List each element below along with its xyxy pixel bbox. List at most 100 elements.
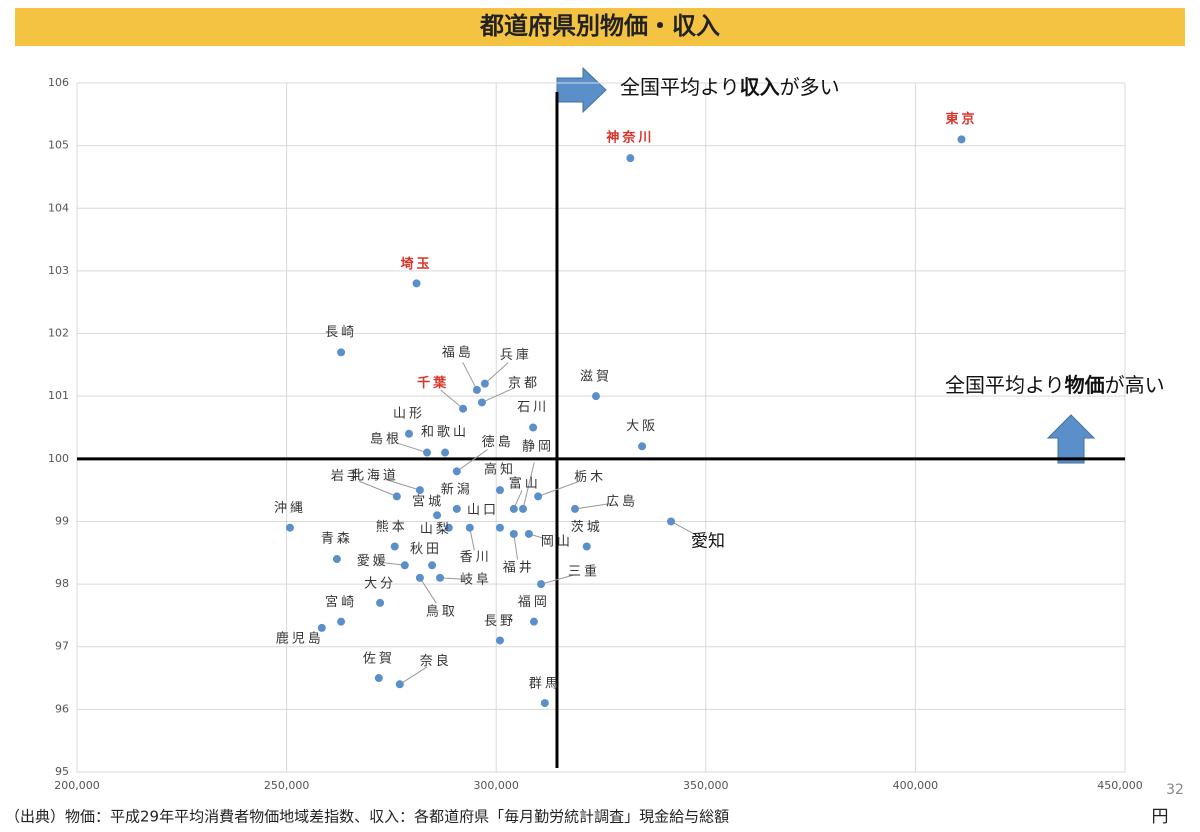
point bbox=[534, 492, 543, 501]
page-number: 32 bbox=[1166, 782, 1184, 798]
point-label: 佐賀 bbox=[363, 652, 395, 667]
point bbox=[477, 398, 486, 407]
point bbox=[495, 636, 504, 645]
x-tick-label: 300,000 bbox=[473, 779, 519, 792]
y-tick-label: 97 bbox=[55, 640, 69, 653]
annotation-part: が高い bbox=[1105, 373, 1165, 397]
y-tick-label: 95 bbox=[55, 765, 69, 778]
point-label: 埼玉 bbox=[401, 256, 433, 272]
leader-line bbox=[670, 521, 699, 537]
point-label: 兵庫 bbox=[500, 348, 532, 363]
annotation-part: 全国平均より bbox=[620, 75, 740, 99]
point bbox=[395, 680, 404, 689]
point-label: 島根 bbox=[370, 432, 402, 447]
title: 都道府県別物価・収入 bbox=[479, 12, 720, 40]
point bbox=[465, 523, 474, 532]
point-label: 石川 bbox=[517, 400, 549, 415]
x-tick-label: 200,000 bbox=[54, 779, 100, 792]
point bbox=[337, 348, 346, 357]
point-label: 東京 bbox=[946, 111, 978, 127]
point bbox=[509, 529, 518, 538]
point bbox=[537, 580, 546, 589]
point bbox=[519, 504, 528, 513]
title-bar bbox=[15, 8, 1185, 46]
y-tick-label: 98 bbox=[55, 577, 69, 590]
y-tick-label: 103 bbox=[48, 264, 69, 277]
point-label: 栃木 bbox=[574, 470, 606, 485]
point-label: 福島 bbox=[442, 345, 474, 360]
leader-line bbox=[456, 449, 488, 472]
point-label: 徳島 bbox=[482, 435, 514, 450]
x-tick-label: 400,000 bbox=[893, 779, 939, 792]
point bbox=[285, 523, 294, 532]
y-tick-label: 99 bbox=[55, 514, 69, 527]
point-label: 鳥取 bbox=[426, 604, 458, 619]
arrow-up bbox=[1046, 414, 1096, 464]
point-label: 山口 bbox=[467, 503, 499, 518]
point bbox=[667, 517, 676, 526]
point bbox=[423, 448, 432, 457]
point-label: 岡山 bbox=[541, 534, 573, 549]
annotation-part: 収入 bbox=[740, 75, 780, 99]
point bbox=[452, 504, 461, 513]
point bbox=[433, 511, 442, 520]
point bbox=[412, 279, 421, 288]
point-label: 愛媛 bbox=[357, 554, 389, 569]
point-label: 大阪 bbox=[626, 419, 658, 434]
plot: 95 96 97 98 99 100 101 102 103 104 105 106 200,000 25… bbox=[48, 76, 1143, 792]
leader-line bbox=[419, 577, 437, 604]
point bbox=[495, 486, 504, 495]
leader-line bbox=[399, 666, 428, 685]
point bbox=[390, 542, 399, 551]
point-label: 北海道 bbox=[351, 469, 399, 484]
y-tick-label: 106 bbox=[48, 76, 69, 89]
point bbox=[436, 573, 445, 582]
leader-line bbox=[481, 387, 514, 403]
annotation-part: が多い bbox=[780, 75, 840, 99]
y-tick-label: 96 bbox=[55, 702, 69, 715]
point bbox=[957, 135, 966, 144]
leader-line bbox=[513, 533, 519, 560]
point bbox=[495, 523, 504, 532]
point bbox=[400, 561, 409, 570]
y-tick-label: 100 bbox=[48, 452, 69, 465]
x-tick-label: 350,000 bbox=[683, 779, 729, 792]
annotation: 全国平均より物価が高い bbox=[945, 373, 1165, 397]
point bbox=[472, 385, 481, 394]
x-unit: 円 bbox=[1152, 807, 1169, 827]
point-label: 群馬 bbox=[529, 677, 561, 692]
y-tick-label: 105 bbox=[48, 139, 69, 152]
point bbox=[444, 523, 453, 532]
y-tick-label: 104 bbox=[48, 201, 69, 214]
point bbox=[392, 492, 401, 501]
point-label: 青森 bbox=[321, 532, 353, 547]
point bbox=[529, 423, 538, 432]
point-label: 長崎 bbox=[325, 325, 357, 340]
point-label: 長野 bbox=[484, 614, 516, 629]
point bbox=[317, 623, 326, 632]
point bbox=[415, 486, 424, 495]
point-label: 福井 bbox=[503, 560, 535, 575]
point bbox=[540, 699, 549, 708]
point bbox=[480, 379, 489, 388]
point-label: 福岡 bbox=[518, 595, 550, 610]
point-label: 千葉 bbox=[417, 375, 449, 391]
leader-line bbox=[396, 442, 428, 454]
point bbox=[405, 429, 414, 438]
point-label: 神奈川 bbox=[606, 130, 654, 146]
x-tick-label: 250,000 bbox=[264, 779, 310, 792]
annotation: 全国平均より収入が多い bbox=[620, 75, 840, 99]
point-label: 宮崎 bbox=[325, 594, 357, 610]
point bbox=[626, 154, 635, 163]
point bbox=[428, 561, 437, 570]
point-label: 高知 bbox=[484, 462, 516, 478]
point-label: 山梨 bbox=[420, 522, 452, 537]
point-label: 宮城 bbox=[412, 494, 444, 510]
point bbox=[638, 442, 647, 451]
point-label: 和歌山 bbox=[421, 425, 469, 440]
point bbox=[376, 598, 385, 607]
leader-line bbox=[439, 577, 468, 580]
point bbox=[459, 404, 468, 413]
point-label: 秋田 bbox=[410, 542, 442, 557]
